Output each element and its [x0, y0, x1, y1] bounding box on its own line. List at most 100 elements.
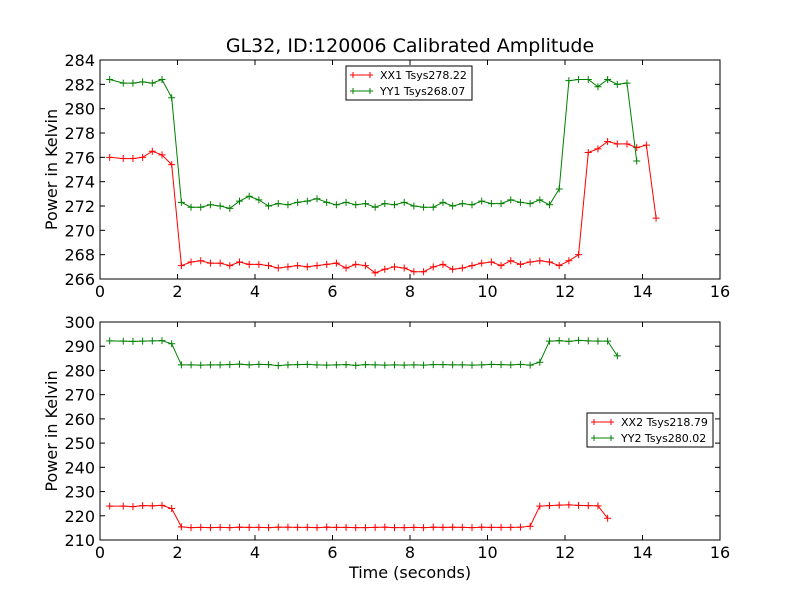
data-point-marker — [352, 361, 360, 369]
data-point-marker — [594, 502, 602, 510]
data-point-marker — [106, 75, 114, 83]
data-point-marker — [106, 337, 114, 345]
data-point-marker — [313, 195, 321, 203]
data-point-marker — [516, 360, 524, 368]
data-point-marker — [177, 262, 185, 270]
series-2-group — [106, 336, 621, 370]
data-point-marker — [420, 524, 428, 532]
data-point-marker — [468, 262, 476, 270]
data-point-marker — [255, 260, 263, 268]
data-point-marker — [332, 361, 340, 369]
data-point-marker — [139, 502, 147, 510]
data-point-marker — [245, 192, 253, 200]
data-point-marker — [594, 145, 602, 153]
data-point-marker — [536, 358, 544, 366]
data-point-marker — [197, 257, 205, 265]
data-point-marker — [361, 200, 369, 208]
data-point-marker — [371, 523, 379, 531]
y-axis-label: Power in Kelvin — [42, 109, 61, 230]
data-point-marker — [487, 360, 495, 368]
legend: XX1 Tsys278.22 YY1 Tsys268.07 — [345, 65, 473, 101]
x-tick-label: 8 — [405, 282, 415, 301]
data-point-marker — [526, 522, 534, 530]
data-point-marker — [216, 523, 224, 531]
data-point-marker — [391, 201, 398, 209]
data-point-marker — [429, 523, 437, 531]
data-point-marker — [429, 361, 437, 369]
x-tick-label: 14 — [632, 543, 652, 562]
data-point-marker — [613, 352, 621, 360]
data-point-marker — [468, 524, 476, 532]
y-tick-label: 210 — [64, 531, 95, 550]
y-tick-label: 240 — [64, 458, 95, 477]
data-point-marker — [458, 523, 466, 531]
data-point-marker — [429, 263, 437, 271]
data-point-marker — [361, 262, 369, 270]
x-tick-label: 8 — [405, 543, 415, 562]
data-point-marker — [546, 337, 553, 345]
data-point-marker — [168, 505, 176, 513]
data-point-marker — [507, 361, 515, 369]
y-tick-label: 274 — [64, 173, 95, 192]
data-point-marker — [294, 198, 302, 206]
y-tick-label: 278 — [64, 124, 95, 143]
data-point-marker — [284, 201, 292, 209]
data-point-marker — [294, 262, 302, 270]
legend-entry-label: YY2 Tsys280.02 — [620, 432, 706, 445]
y-tick-label: 250 — [64, 434, 95, 453]
data-point-marker — [516, 198, 524, 206]
data-point-marker — [410, 202, 418, 210]
data-point-marker — [613, 80, 621, 88]
x-tick-label: 6 — [327, 282, 337, 301]
data-point-marker — [497, 361, 505, 369]
data-point-marker — [536, 196, 544, 204]
data-point-marker — [633, 144, 641, 152]
data-point-marker — [565, 501, 573, 509]
x-tick-label: 16 — [710, 543, 730, 562]
data-point-marker — [226, 524, 234, 532]
x-tick-label: 10 — [477, 543, 497, 562]
x-tick-label: 6 — [327, 543, 337, 562]
data-point-marker — [274, 264, 282, 272]
data-point-marker — [255, 523, 263, 531]
y-tick-label: 280 — [64, 361, 95, 380]
data-point-marker — [245, 523, 253, 531]
legend-marker — [367, 72, 373, 78]
data-point-marker — [507, 196, 515, 204]
data-point-marker — [449, 361, 457, 369]
data-point-marker — [294, 523, 302, 531]
data-point-marker — [420, 203, 428, 211]
data-point-marker — [449, 265, 457, 273]
x-tick-label: 14 — [632, 282, 652, 301]
data-point-marker — [119, 155, 127, 163]
data-point-marker — [303, 523, 311, 531]
data-point-marker — [565, 77, 573, 85]
data-point-marker — [478, 523, 486, 531]
data-point-marker — [584, 75, 592, 83]
data-point-marker — [497, 523, 505, 531]
data-point-marker — [604, 75, 612, 83]
series-2-group — [106, 75, 641, 212]
data-point-marker — [371, 361, 379, 369]
data-point-marker — [487, 200, 495, 208]
data-point-marker — [265, 202, 273, 210]
data-point-marker — [575, 251, 583, 259]
data-point-marker — [332, 523, 340, 531]
data-point-marker — [119, 337, 127, 345]
data-point-marker — [236, 360, 243, 368]
data-point-marker — [575, 336, 583, 344]
data-point-marker — [216, 259, 224, 267]
y-tick-label: 272 — [64, 197, 95, 216]
data-point-marker — [420, 268, 428, 276]
data-point-marker — [148, 79, 156, 87]
data-point-marker — [158, 337, 166, 345]
y-tick-label: 260 — [64, 410, 95, 429]
data-point-marker — [604, 514, 612, 522]
data-point-marker — [371, 203, 379, 211]
y-tick-label: 284 — [64, 51, 95, 70]
data-point-marker — [391, 361, 398, 369]
data-point-marker — [342, 264, 350, 272]
data-point-marker — [507, 257, 515, 265]
